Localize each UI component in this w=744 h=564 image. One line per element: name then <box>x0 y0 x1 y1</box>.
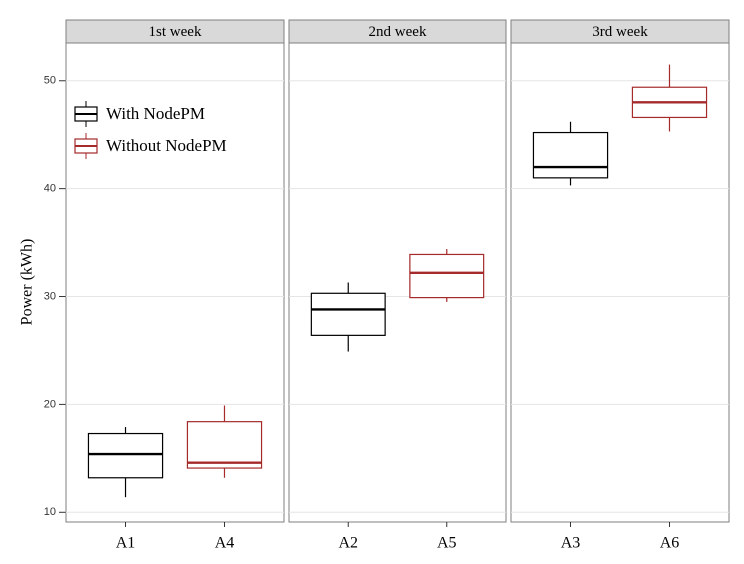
strip-title: 3rd week <box>592 24 648 40</box>
legend-label: With NodePM <box>106 104 205 123</box>
y-tick-label: 10 <box>44 506 56 518</box>
strip <box>510 19 730 44</box>
y-tick-label: 20 <box>44 398 56 410</box>
y-tick-label: 30 <box>44 290 56 302</box>
x-tick-label: A1 <box>116 535 136 552</box>
strip <box>288 19 507 44</box>
strip <box>65 19 285 44</box>
x-tick-label: A6 <box>660 535 680 552</box>
x-tick-label: A3 <box>561 535 581 552</box>
legend-background <box>70 97 265 161</box>
x-tick-label: A5 <box>437 535 457 552</box>
strip-title: 2nd week <box>369 24 427 40</box>
legend: With NodePM Without NodePM <box>70 97 265 161</box>
box <box>87 432 164 479</box>
strip-title: 1st week <box>149 24 202 40</box>
y-axis-label: Power (kWh) <box>19 239 36 326</box>
y-tick-label: 40 <box>44 183 56 195</box>
box <box>532 131 609 179</box>
panel <box>510 42 730 523</box>
box <box>409 253 485 299</box>
x-tick-label: A4 <box>215 535 235 552</box>
x-tick-label: A2 <box>338 535 358 552</box>
box <box>186 421 263 469</box>
legend-label: Without NodePM <box>106 136 227 155</box>
box <box>310 292 386 336</box>
y-tick-label: 50 <box>44 75 56 87</box>
